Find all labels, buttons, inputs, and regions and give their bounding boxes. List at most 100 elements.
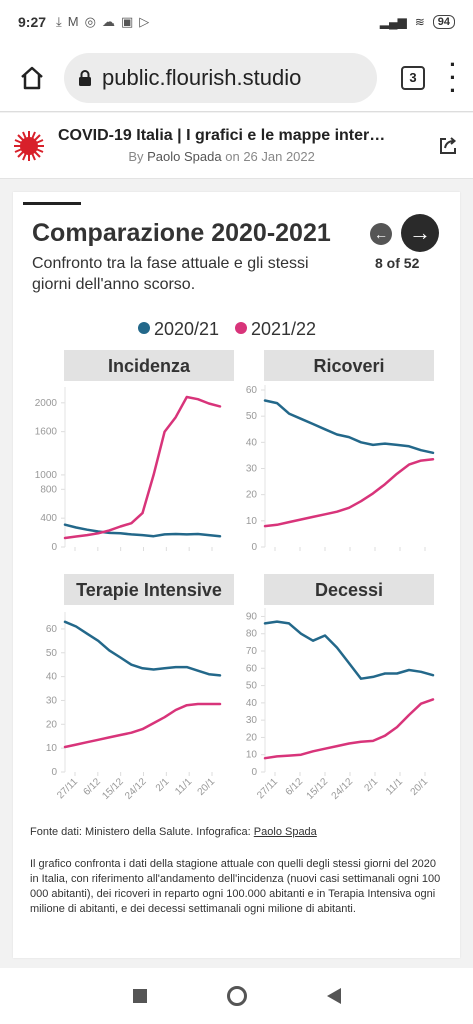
y-tick-label: 30 bbox=[246, 464, 258, 475]
panel-header bbox=[264, 574, 434, 605]
share-icon bbox=[440, 136, 457, 154]
panel-header bbox=[264, 350, 434, 381]
series-line-2020-21[interactable] bbox=[263, 399, 435, 455]
y-tick-label: 10 bbox=[246, 516, 258, 527]
series-line-2021-22[interactable] bbox=[63, 702, 222, 749]
story-info: COVID-19 Italia | I grafici e le mappe i… bbox=[58, 127, 385, 164]
byline-date: 26 Jan 2022 bbox=[243, 149, 315, 164]
home-button[interactable] bbox=[14, 60, 50, 96]
x-tick-label: 27/11 bbox=[55, 776, 80, 801]
y-tick-label: 40 bbox=[246, 437, 258, 448]
x-tick-label: 2/1 bbox=[154, 776, 172, 794]
source-author-link[interactable]: Paolo Spada bbox=[253, 826, 317, 838]
prev-slide-button[interactable]: ← bbox=[370, 223, 392, 245]
panel-header bbox=[64, 350, 234, 381]
source-note: Fonte dati: Ministero della Salute. Info… bbox=[30, 826, 317, 838]
byline-author[interactable]: Paolo Spada bbox=[147, 149, 222, 164]
y-tick-label: 30 bbox=[246, 715, 258, 726]
share-button[interactable] bbox=[435, 133, 461, 159]
y-tick-label: 0 bbox=[251, 542, 257, 553]
y-tick-label: 0 bbox=[51, 542, 57, 553]
next-slide-button[interactable]: → bbox=[401, 214, 439, 252]
panel-title: Incidenza bbox=[108, 356, 191, 376]
url-text: public.flourish.studio bbox=[102, 64, 302, 90]
y-tick-label: 90 bbox=[246, 611, 258, 622]
y-tick-label: 20 bbox=[246, 490, 258, 501]
series-line-2021-22[interactable] bbox=[263, 458, 435, 528]
x-tick-label: 6/12 bbox=[284, 776, 306, 798]
legend-label-2020: 2020/21 bbox=[154, 319, 219, 339]
y-tick-label: 60 bbox=[246, 385, 258, 396]
slide-subtitle: Confronto tra la fase attuale e gli stes… bbox=[32, 255, 309, 293]
chrome-icon: ◎ bbox=[84, 14, 96, 29]
url-bar[interactable]: public.flourish.studio bbox=[64, 52, 377, 103]
source-text: Fonte dati: Ministero della Salute. Info… bbox=[30, 826, 251, 838]
y-tick-label: 50 bbox=[246, 681, 258, 692]
y-tick-label: 10 bbox=[246, 750, 258, 761]
story-title[interactable]: COVID-19 Italia | I grafici e le mappe i… bbox=[58, 127, 386, 144]
y-tick-label: 800 bbox=[40, 484, 57, 495]
recents-button[interactable] bbox=[132, 989, 147, 1003]
series-line-2021-22[interactable] bbox=[63, 395, 222, 540]
byline-prefix: By bbox=[128, 149, 144, 164]
cloud-icon: ☁ bbox=[101, 14, 115, 29]
x-tick-label: 11/1 bbox=[384, 776, 405, 797]
series-line-2020-21[interactable] bbox=[263, 620, 435, 680]
x-tick-label: 27/11 bbox=[255, 776, 280, 801]
home-icon bbox=[21, 66, 43, 89]
y-tick-label: 40 bbox=[46, 672, 58, 683]
wifi-icon: ≋ bbox=[414, 15, 425, 29]
notification-icons: ⤓ M ◎ ☁ ▣ ▷ bbox=[56, 14, 149, 30]
x-tick-label: 24/12 bbox=[123, 776, 149, 802]
series-line-2021-22[interactable] bbox=[263, 698, 435, 760]
x-tick-label: 15/12 bbox=[100, 776, 126, 802]
panel-title: Ricoveri bbox=[313, 356, 384, 376]
y-tick-label: 80 bbox=[246, 629, 258, 640]
charts-area: 2020/21 2021/22 Incidenza040080010001600… bbox=[35, 319, 435, 802]
home-nav-button[interactable] bbox=[226, 986, 247, 1006]
y-tick-label: 400 bbox=[40, 513, 57, 524]
x-tick-label: 24/12 bbox=[330, 776, 356, 802]
legend: 2020/21 2021/22 bbox=[138, 319, 316, 339]
legend-label-2021: 2021/22 bbox=[251, 319, 316, 339]
signal-icon: ▂▄▆ bbox=[379, 15, 407, 29]
title-rule bbox=[23, 202, 81, 205]
panel-title: Decessi bbox=[315, 580, 383, 600]
lock-icon bbox=[79, 69, 91, 86]
story-header: COVID-19 Italia | I grafici e le mappe i… bbox=[0, 113, 473, 179]
series-line-2020-21[interactable] bbox=[63, 523, 222, 538]
battery-icon: 94 bbox=[432, 15, 455, 29]
chart-panel-ricoveri: Ricoveri 0 10 20 30 40 50 60 bbox=[246, 350, 435, 553]
status-bar: 9:27 ⤓ M ◎ ☁ ▣ ▷ ▂▄▆ ≋ 94 bbox=[0, 0, 473, 44]
x-tick-label: 20/1 bbox=[196, 776, 218, 798]
back-button[interactable] bbox=[326, 988, 341, 1004]
chart-panel-decessi: Decessi 0 10 20 30 40 50 60 70 80 90 27/11 6/12 15/12… bbox=[246, 574, 435, 802]
y-tick-label: 1000 bbox=[35, 470, 58, 481]
covid-logo-icon bbox=[14, 130, 44, 161]
y-tick-label: 2000 bbox=[35, 398, 58, 409]
tabs-button[interactable]: 3 bbox=[401, 65, 425, 90]
panel-header bbox=[64, 574, 234, 605]
x-tick-label: 2/1 bbox=[363, 776, 381, 794]
y-tick-label: 60 bbox=[246, 663, 258, 674]
download-icon: ⤓ bbox=[56, 14, 62, 29]
more-menu-icon[interactable]: · · · bbox=[449, 51, 457, 104]
chart-panel-incidenza: Incidenza 0 400 800 1000 1600 2000 bbox=[35, 350, 234, 553]
series-line-2020-21[interactable] bbox=[63, 620, 222, 677]
byline-on: on bbox=[225, 149, 240, 164]
chart-description: Il grafico confronta i dati della stagio… bbox=[30, 858, 441, 915]
status-time: 9:27 bbox=[18, 14, 47, 30]
y-tick-label: 20 bbox=[46, 719, 58, 730]
y-tick-label: 0 bbox=[51, 767, 57, 778]
x-tick-label: 11/1 bbox=[173, 776, 194, 797]
y-tick-label: 1600 bbox=[35, 427, 58, 438]
window-icon: ▣ bbox=[120, 14, 134, 29]
browser-toolbar: public.flourish.studio 3 · · · bbox=[0, 44, 473, 112]
y-tick-label: 50 bbox=[246, 411, 258, 422]
legend-dot-2020 bbox=[138, 322, 150, 334]
system-nav-bar bbox=[0, 968, 473, 1024]
story-byline: By Paolo Spada on 26 Jan 2022 bbox=[58, 149, 385, 164]
slide-title: Comparazione 2020-2021 bbox=[32, 219, 331, 247]
story-slide-card: Comparazione 2020-2021 Confronto tra la … bbox=[13, 192, 460, 958]
